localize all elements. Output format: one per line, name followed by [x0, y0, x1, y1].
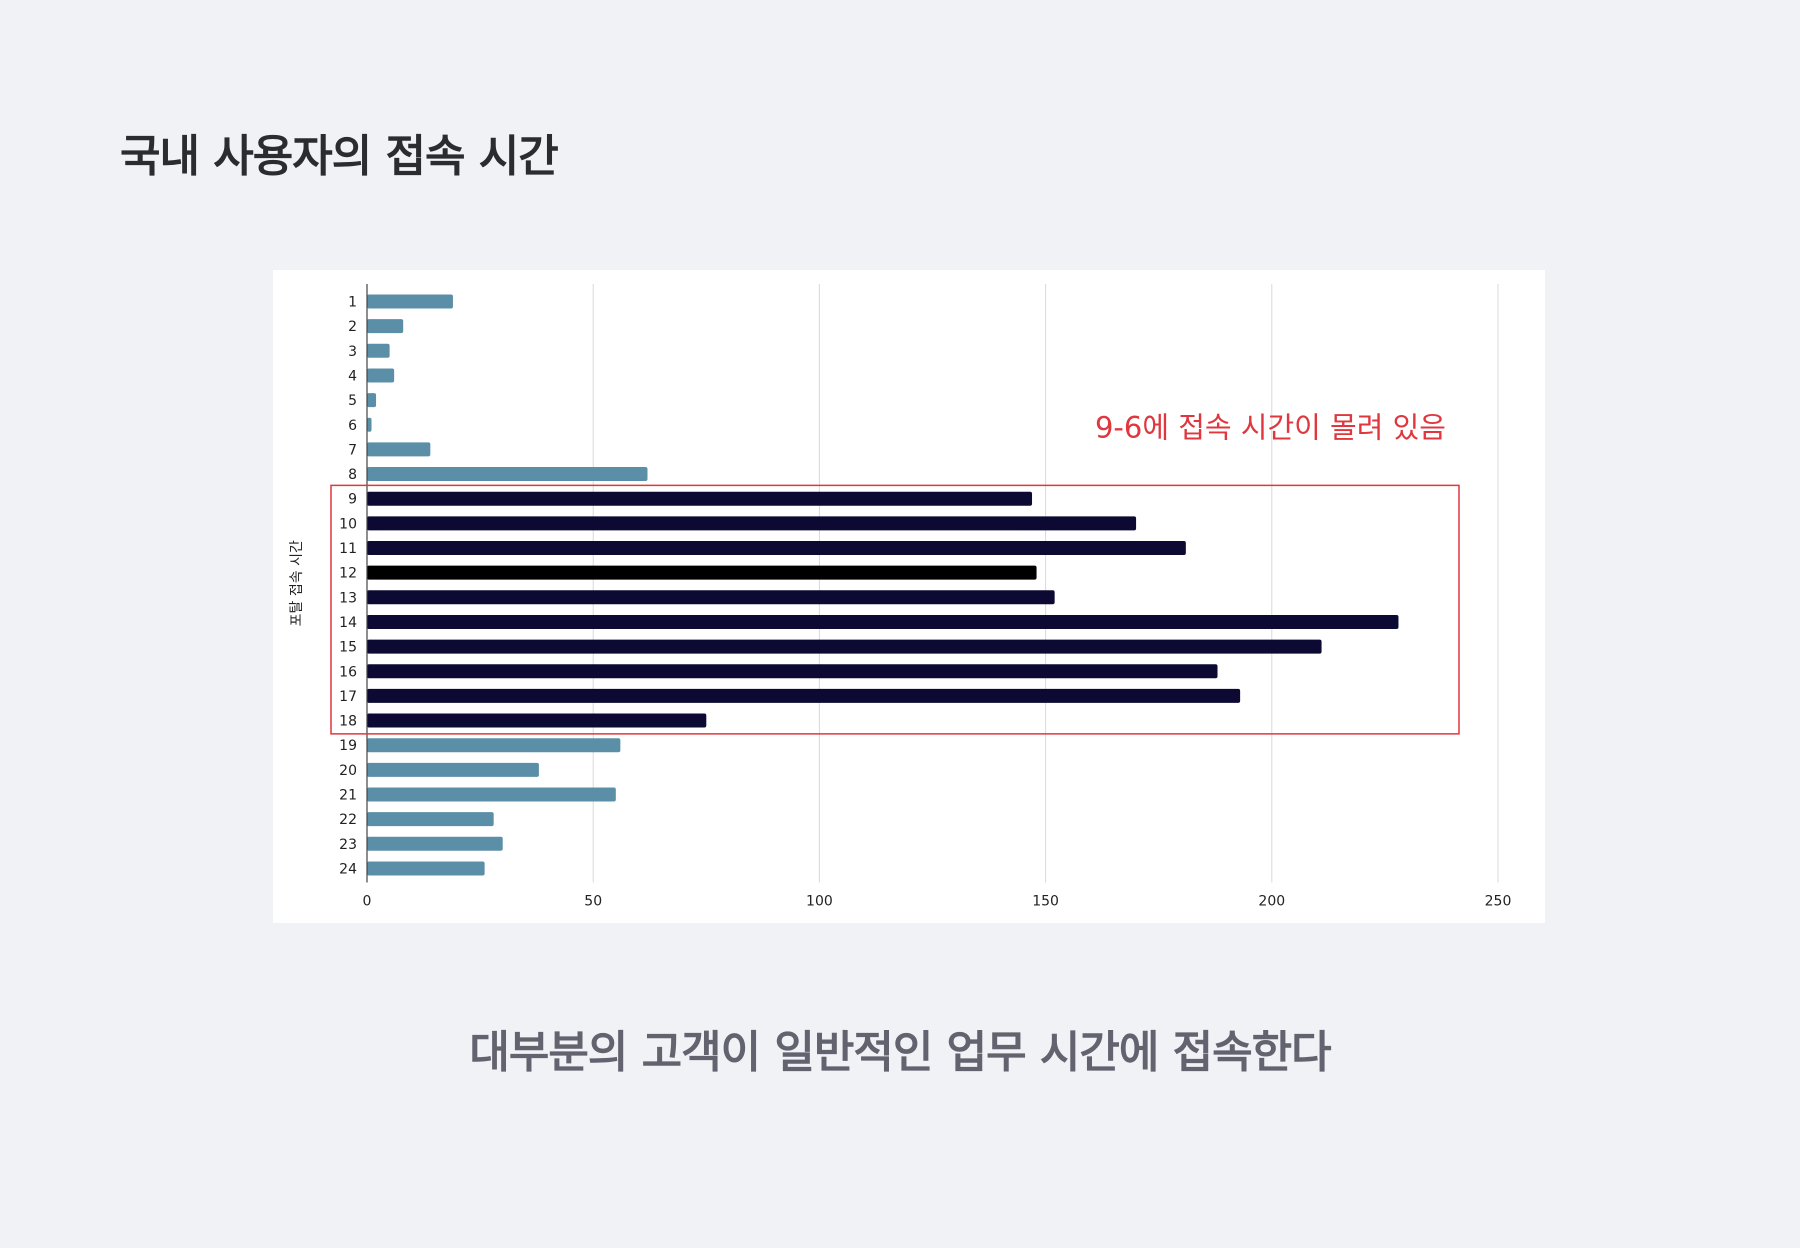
y-tick-label-1: 1 — [348, 295, 357, 311]
x-tick-label-200: 200 — [1258, 893, 1285, 909]
y-tick-label-19: 19 — [339, 738, 357, 754]
grid-lines — [592, 284, 1499, 883]
y-tick-label-4: 4 — [348, 368, 357, 384]
y-tick-label-16: 16 — [339, 664, 357, 680]
y-tick-label-20: 20 — [339, 763, 357, 779]
x-tick-label-100: 100 — [806, 893, 833, 909]
y-tick-label-11: 11 — [339, 541, 357, 557]
bar-hour-17 — [367, 688, 1241, 703]
bar-hour-12 — [367, 565, 1037, 580]
y-axis-label: 포탈 접속 시간 — [289, 540, 305, 626]
access-time-bar-chart: 0 50 100 150 200 2501234567891011121314151617… — [289, 284, 1511, 910]
y-tick-label-14: 14 — [339, 615, 357, 631]
bar-hour-18 — [367, 713, 707, 728]
highlight-label: 9-6에 접속 시간이 몰려 있음 — [1095, 410, 1446, 444]
bar-hour-6 — [367, 417, 372, 432]
y-tick-label-2: 2 — [348, 319, 357, 335]
x-tick-label-250: 250 — [1485, 893, 1512, 909]
page-title: 국내 사용자의 접속 시간 — [120, 131, 559, 182]
bar-hour-22 — [367, 812, 494, 827]
y-tick-label-5: 5 — [348, 393, 357, 409]
bar-hour-8 — [367, 467, 648, 482]
bar-hour-2 — [367, 319, 404, 334]
bar-hour-16 — [367, 664, 1218, 679]
x-tick-label-50: 50 — [584, 893, 602, 909]
bar-hour-4 — [367, 368, 395, 383]
y-tick-label-15: 15 — [339, 640, 357, 656]
y-tick-label-3: 3 — [348, 344, 357, 360]
bar-hour-24 — [367, 861, 485, 876]
highlight-annotation: 9-6에 접속 시간이 몰려 있음 — [330, 410, 1460, 735]
bar-hour-7 — [367, 442, 431, 457]
chart-panel: 0 50 100 150 200 250 1 2 3 4 5 6 7 8 9 10 11 12 13 14 15 16 17… — [273, 270, 1545, 923]
y-tick-label-18: 18 — [339, 714, 357, 730]
bar-hour-10 — [367, 516, 1137, 531]
y-tick-label-21: 21 — [339, 788, 357, 804]
highlight-box — [330, 484, 1460, 735]
y-tick-label-10: 10 — [339, 516, 357, 532]
y-tick-label-22: 22 — [339, 812, 357, 828]
y-tick-label-24: 24 — [339, 861, 357, 877]
bar-hour-20 — [367, 762, 539, 777]
x-tick-label-0: 0 — [363, 893, 372, 909]
bar-hour-19 — [367, 738, 621, 753]
y-tick-label-23: 23 — [339, 837, 357, 853]
bars — [367, 294, 1399, 876]
bar-hour-9 — [367, 491, 1033, 506]
bar-hour-11 — [367, 541, 1186, 555]
y-tick-label-8: 8 — [348, 467, 357, 483]
y-tick-label-7: 7 — [348, 442, 357, 458]
y-tick-label-13: 13 — [339, 590, 357, 606]
y-tick-label-9: 9 — [348, 492, 357, 508]
bar-hour-13 — [367, 590, 1055, 605]
bar-hour-15 — [367, 639, 1322, 654]
bar-hour-5 — [367, 393, 377, 408]
summary-caption: 대부분의 고객이 일반적인 업무 시간에 접속한다 — [469, 1027, 1331, 1078]
bar-hour-14 — [367, 614, 1399, 629]
bar-hour-1 — [367, 294, 453, 309]
y-tick-label-6: 6 — [348, 418, 357, 434]
bar-hour-3 — [367, 343, 390, 358]
bar-hour-21 — [367, 787, 616, 802]
y-tick-label-12: 12 — [339, 566, 357, 582]
y-tick-label-17: 17 — [339, 689, 357, 705]
tick-labels: 0 50 100 150 200 2501234567891011121314151617… — [339, 295, 1511, 910]
bar-hour-23 — [367, 836, 503, 851]
x-tick-label-150: 150 — [1032, 893, 1059, 909]
